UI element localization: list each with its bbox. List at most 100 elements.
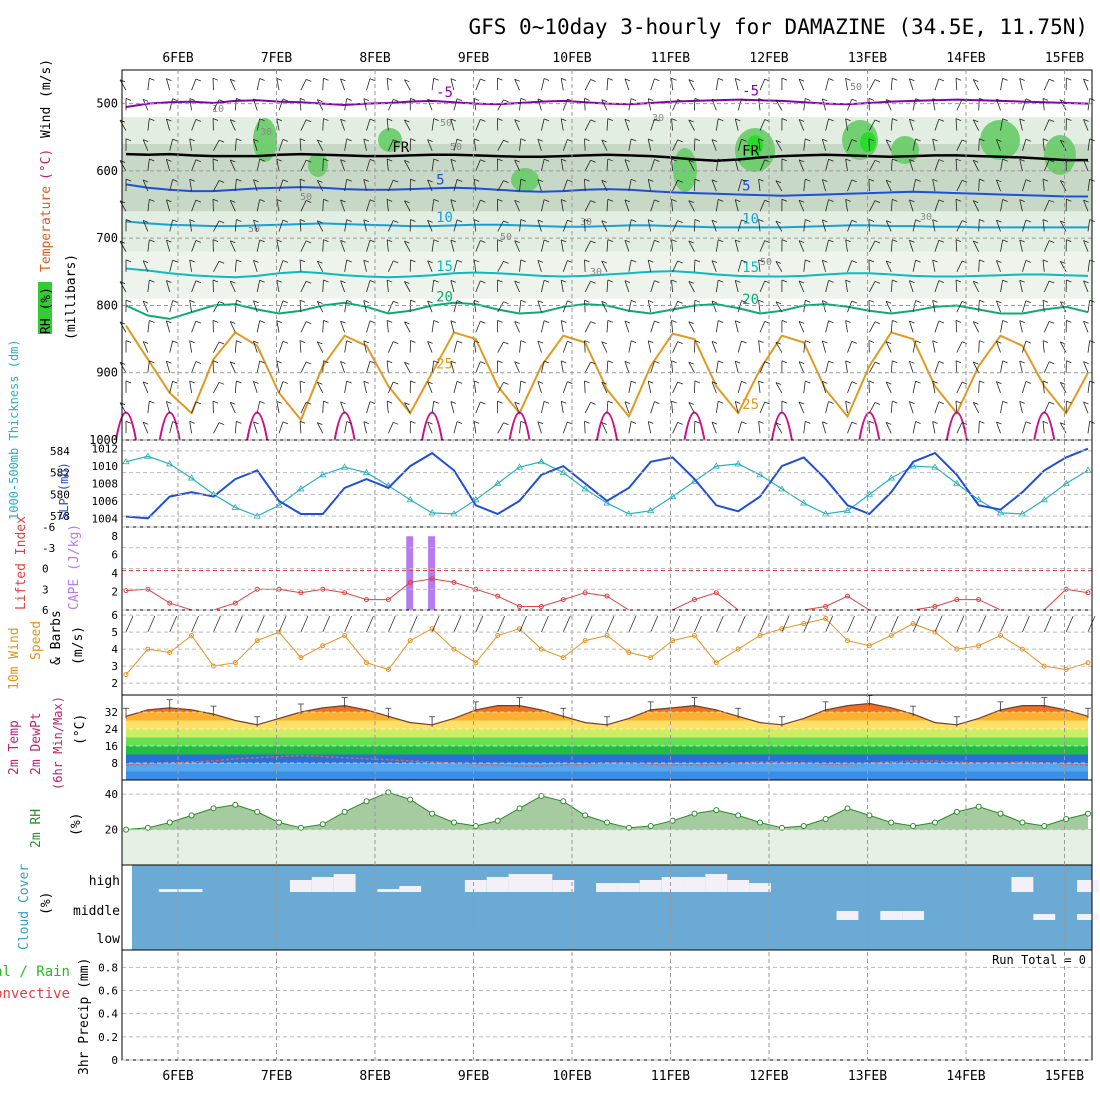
wind-barb-flag [781,319,788,323]
wind-barb-flag [282,219,289,223]
wind-barb-flag [775,220,782,224]
wind-barb [404,200,411,212]
wind-barb-flag [775,99,782,103]
wind-barb-flag [212,319,219,323]
wind-barb [909,78,914,91]
wind-barb-flag [798,159,805,163]
wind-barb-flag [480,361,486,364]
wind-barb-flag [654,401,660,405]
date-label-bottom: 15FEB [1045,1069,1084,1084]
wind-barb [584,219,586,232]
wind-barb-flag [473,340,480,344]
wind-barb [825,280,829,293]
wind-barb [299,98,302,111]
wind-barb-flag [253,300,259,304]
surface-wind-barb [125,615,134,633]
wind-barb [1087,259,1091,272]
wind-barb-flag [149,77,155,81]
wind-barb [628,219,632,232]
wind-barb-flag [694,340,701,343]
wind-barb-flag [543,78,550,81]
temperature-contour-30 [1033,411,1056,441]
wind-barb [431,320,435,333]
wind-barb-flag [822,421,828,425]
temp-band [126,763,1088,772]
wind-barb [688,200,695,212]
wind-barb [213,180,220,192]
wind-barb [514,321,520,333]
wind-barb-flag [886,179,892,183]
wind-barb-flag [195,361,202,364]
wind-barb [711,381,717,394]
rh-marker [647,823,654,830]
wind-barb-flag [195,118,202,122]
wind-barb [758,179,761,192]
wind-barb-flag [677,220,683,223]
wind-barb [978,219,980,232]
wind-barb [1022,139,1027,151]
wind-barb [404,240,411,252]
slp-tick-label: 1004 [92,512,119,525]
wind-barb [560,159,564,171]
wind-barb-flag [874,402,881,405]
lifted-index-marker [691,597,697,603]
wind-speed-marker [713,660,719,666]
wind-barb-flag [1002,118,1008,122]
cloud-bar-high [333,874,356,892]
wind-barb-flag [276,279,282,283]
wind-barb [972,119,980,131]
lifted-index-tick-label: -3 [42,542,55,555]
wind-barb [519,219,522,232]
cloud-unit-label: (%) [39,892,54,915]
wind-barb [316,180,324,192]
wind-barb-flag [317,139,323,143]
wind-barb-flag [543,279,550,283]
wind-barb-flag [828,401,834,404]
wind-barb-flag [410,178,416,182]
wind-barb [191,159,197,172]
wind-barb-flag [1042,138,1049,142]
wind-barb-flag [404,160,410,163]
wind-barb-flag [299,420,306,424]
wind-barb [624,159,630,172]
temperature-contour-label: 20 [742,292,759,308]
wind-speed-marker [823,616,829,621]
wind-barb [624,401,630,414]
temp-unit-label: (°C) [73,714,88,745]
wind-barb [363,300,367,313]
wind-barb [276,78,280,91]
wind-barb-flag [671,118,677,121]
wind-barb-flag [868,97,875,101]
wind-barb-flag [195,240,202,243]
wind-barb [276,360,280,373]
date-label-top: 6FEB [162,51,193,66]
wind-barb-flag [1060,382,1066,385]
wind-barb-flag [805,340,811,344]
wind-barb-flag [584,420,590,424]
wind-barb-flag [143,220,149,223]
rh-marker [166,819,173,826]
wind-barb [628,179,632,192]
wind-barb [803,98,806,111]
wind-barb-flag [845,400,851,404]
wind-barb-flag [253,421,259,425]
wind-barb [387,381,394,394]
lifted-index-marker [342,590,348,596]
wind-barb-flag [456,98,463,102]
wind-barb [213,382,220,394]
wind-barb [497,261,504,273]
wind-barb-flag [624,159,631,162]
date-label-top: 15FEB [1045,51,1084,66]
minmax-bar [1041,697,1048,708]
wind-barb-flag [1066,279,1072,283]
lifted-index-marker [298,590,304,596]
wind-barb [344,340,348,353]
wind-barb [584,421,586,434]
wind-barb-flag [212,198,219,202]
wind-barb [363,138,367,151]
wind-barb [166,78,171,91]
wind-barb-flag [979,380,985,384]
wind-barb-flag [346,98,352,101]
wind-barb-flag [166,78,172,82]
wind-barb [234,138,237,151]
